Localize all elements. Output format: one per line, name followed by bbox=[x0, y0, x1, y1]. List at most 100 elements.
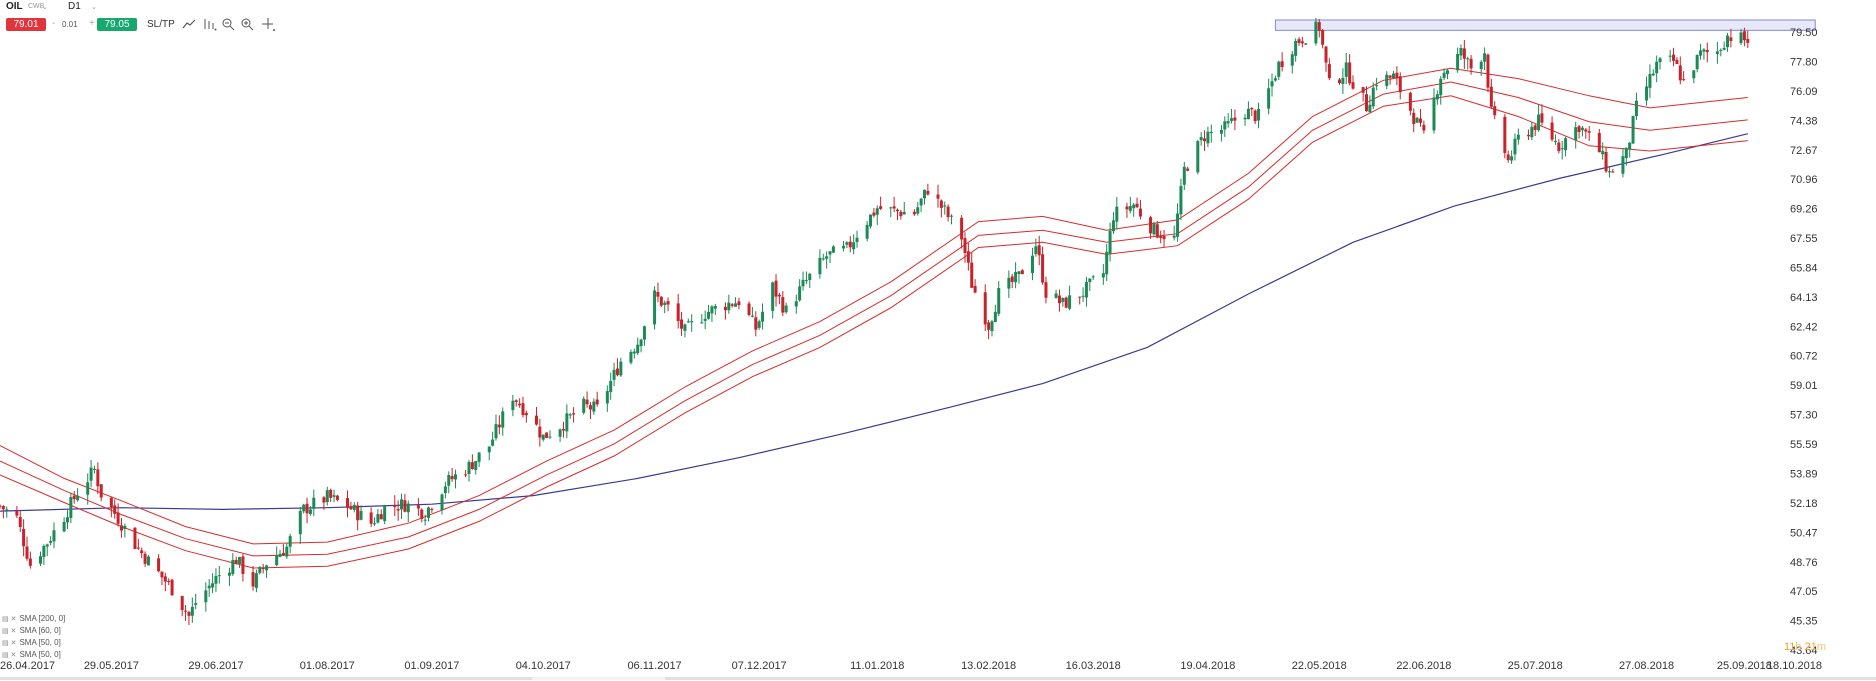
zoom-in-icon[interactable] bbox=[240, 17, 254, 31]
candle-body bbox=[1280, 61, 1284, 68]
candle-body bbox=[848, 241, 852, 248]
candle-body bbox=[1091, 276, 1095, 278]
legend-item-sma-50a[interactable]: ▤ ✕ SMA [50, 0] bbox=[2, 638, 61, 647]
candle-body bbox=[707, 311, 711, 319]
candle-body bbox=[993, 311, 997, 323]
candle-body bbox=[1469, 58, 1473, 69]
candle-body bbox=[1253, 110, 1257, 122]
candle-body bbox=[1125, 206, 1129, 210]
candle-body bbox=[926, 190, 930, 195]
candle-body bbox=[146, 556, 150, 566]
candle-body bbox=[1483, 53, 1487, 62]
candle-body bbox=[1489, 86, 1493, 107]
candle-body bbox=[1108, 230, 1112, 254]
x-tick-label: 27.08.2018 bbox=[1619, 660, 1674, 672]
candle-body bbox=[949, 215, 953, 217]
indicators-icon[interactable] bbox=[203, 17, 217, 31]
buy-button[interactable]: 79.05 bbox=[97, 18, 137, 31]
candle-body bbox=[1375, 85, 1379, 87]
candle-body bbox=[1209, 131, 1213, 134]
candle-body bbox=[642, 326, 646, 340]
candle-body bbox=[400, 499, 404, 510]
candle-body bbox=[298, 510, 302, 535]
candle-body bbox=[896, 209, 900, 212]
y-tick-label: 76.09 bbox=[1790, 86, 1818, 98]
volume-input[interactable]: 0.01 bbox=[62, 20, 78, 29]
scrollbar-thumb[interactable] bbox=[665, 677, 1876, 680]
y-tick-label: 50.47 bbox=[1790, 527, 1818, 539]
candle-body bbox=[619, 361, 623, 376]
candle-body bbox=[1550, 122, 1554, 140]
candle-body bbox=[1030, 255, 1034, 273]
legend-item-sma-50b[interactable]: ▤ ✕ SMA [50, 0] bbox=[2, 650, 61, 659]
candle-body bbox=[278, 553, 282, 557]
settings-icon[interactable]: ▤ ✕ bbox=[2, 640, 17, 647]
increase-button[interactable]: + bbox=[89, 18, 95, 29]
x-tick-label: 29.05.2017 bbox=[84, 660, 139, 672]
candle-body bbox=[1314, 21, 1318, 44]
candle-body bbox=[754, 317, 758, 330]
candle-body bbox=[89, 467, 93, 481]
candle-body bbox=[1398, 76, 1402, 93]
settings-icon[interactable]: ▤ ✕ bbox=[2, 652, 17, 659]
candle-body bbox=[511, 400, 515, 411]
candle-body bbox=[1533, 125, 1537, 130]
candle-body bbox=[464, 474, 468, 476]
candle-body bbox=[1742, 31, 1746, 41]
settings-icon[interactable]: ▤ ✕ bbox=[2, 628, 17, 635]
candle-body bbox=[1692, 70, 1696, 79]
candle-body bbox=[491, 439, 495, 446]
candle-body bbox=[1466, 58, 1470, 60]
candle-body bbox=[325, 490, 329, 503]
candle-body bbox=[1516, 134, 1520, 140]
candle-body bbox=[477, 452, 481, 462]
candle-body bbox=[376, 514, 380, 523]
y-tick-label: 59.01 bbox=[1790, 380, 1818, 392]
candle-body bbox=[1196, 141, 1200, 173]
candle-body bbox=[852, 242, 856, 250]
candle-body bbox=[538, 426, 542, 438]
candle-body bbox=[308, 509, 312, 514]
timeframe-selector[interactable]: D1 bbox=[68, 1, 81, 12]
x-tick-label: 11.01.2018 bbox=[850, 660, 904, 672]
candle-body bbox=[1179, 185, 1183, 215]
candle-body bbox=[1273, 78, 1277, 81]
candle-body bbox=[1368, 104, 1372, 113]
chart-type-icon[interactable] bbox=[182, 17, 196, 31]
candle-body bbox=[241, 556, 245, 574]
candle-body bbox=[1439, 78, 1443, 96]
symbol-label[interactable]: OIL bbox=[6, 1, 23, 12]
decrease-button[interactable]: - bbox=[52, 18, 56, 29]
candle-body bbox=[514, 400, 518, 402]
candle-body bbox=[592, 401, 596, 412]
legend-item-sma-60[interactable]: ▤ ✕ SMA [60, 0] bbox=[2, 626, 61, 635]
chevron-down-icon[interactable]: ⌄ bbox=[91, 4, 97, 11]
candle-body bbox=[231, 560, 235, 575]
candle-body bbox=[1395, 72, 1399, 79]
scrollbar-thumb[interactable] bbox=[0, 677, 532, 680]
settings-icon[interactable]: ▤ ✕ bbox=[2, 616, 17, 623]
candle-body bbox=[781, 297, 785, 313]
chevron-down-icon[interactable]: ⌄ bbox=[42, 4, 48, 11]
crosshair-icon[interactable] bbox=[261, 17, 275, 31]
legend-item-sma-200[interactable]: ▤ ✕ SMA [200, 0] bbox=[2, 614, 66, 623]
candle-body bbox=[808, 273, 812, 281]
candle-body bbox=[1479, 61, 1483, 70]
candle-body bbox=[548, 436, 552, 438]
sl-tp-button[interactable]: SL/TP bbox=[147, 19, 175, 30]
sell-button[interactable]: 79.01 bbox=[6, 18, 46, 31]
candle-body bbox=[632, 351, 636, 354]
candle-body bbox=[430, 509, 434, 511]
candle-body bbox=[396, 509, 400, 511]
y-tick-label: 70.96 bbox=[1790, 174, 1818, 186]
candle-body bbox=[825, 256, 829, 259]
candle-body bbox=[1621, 156, 1625, 174]
candle-body bbox=[990, 321, 994, 332]
candle-body bbox=[1506, 154, 1510, 161]
zoom-out-icon[interactable] bbox=[221, 17, 235, 31]
candle-body bbox=[163, 576, 167, 582]
candle-body bbox=[335, 495, 339, 500]
candle-body bbox=[1553, 141, 1557, 143]
candle-body bbox=[49, 541, 53, 543]
